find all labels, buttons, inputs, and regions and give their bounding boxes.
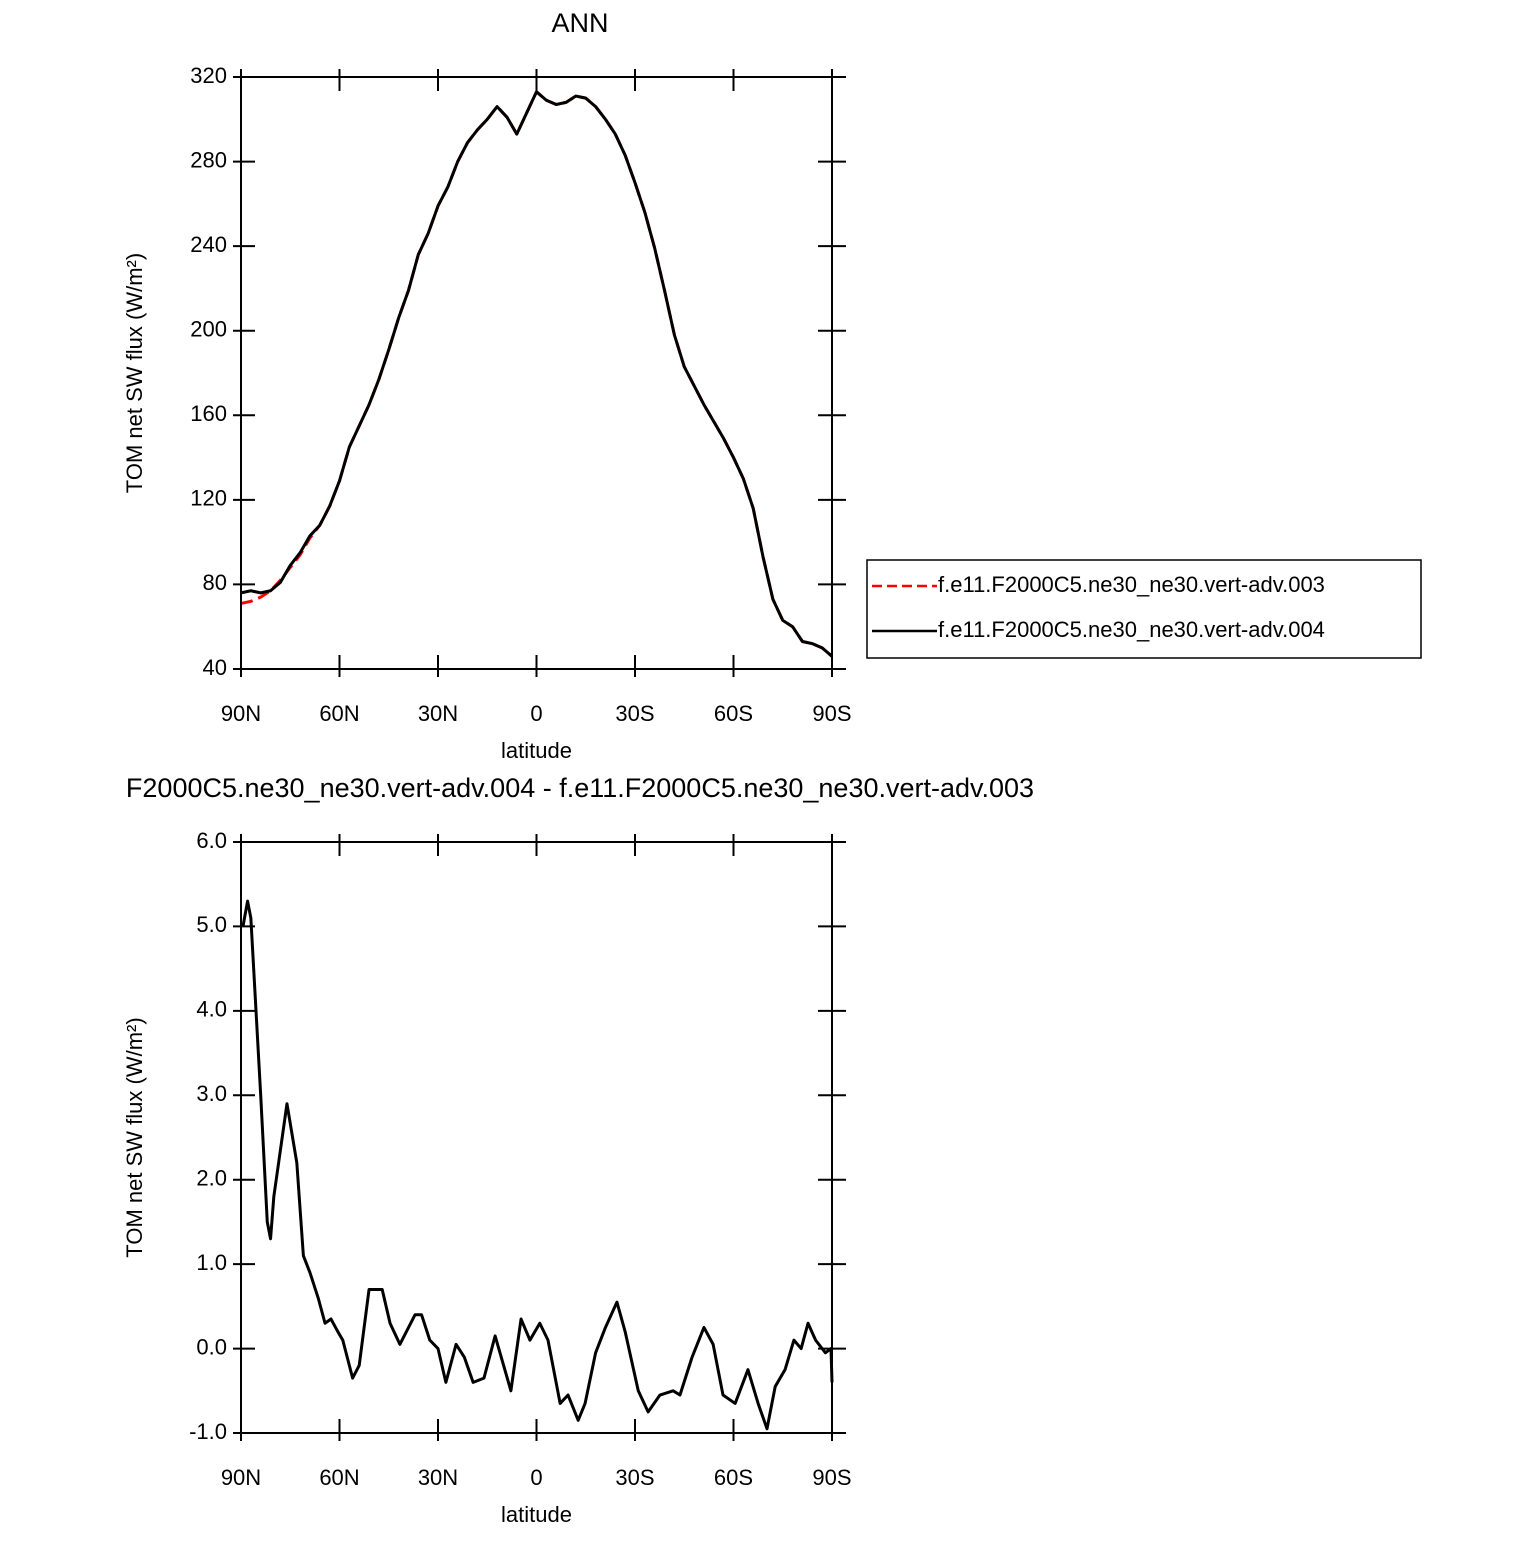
x-tick-label: 90S xyxy=(812,1465,851,1490)
y-tick-label: 3.0 xyxy=(196,1081,227,1106)
x-tick-label: 60N xyxy=(319,1465,359,1490)
y-tick-label: 200 xyxy=(190,317,227,342)
y-tick-label: 0.0 xyxy=(196,1334,227,1359)
x-tick-label: 90N xyxy=(221,1465,261,1490)
x-tick-label: 30N xyxy=(418,1465,458,1490)
data-line xyxy=(240,90,833,658)
x-tick-label: 60S xyxy=(714,701,753,726)
y-tick-label: 40 xyxy=(203,655,227,680)
y-tick-label: 1.0 xyxy=(196,1250,227,1275)
y-tick-label: -1.0 xyxy=(189,1419,227,1444)
legend-label: f.e11.F2000C5.ne30_ne30.vert-adv.004 xyxy=(938,617,1325,642)
x-tick-label: 0 xyxy=(530,701,542,726)
y-tick-label: 5.0 xyxy=(196,912,227,937)
y-tick-label: 80 xyxy=(203,570,227,595)
x-tick-label: 30S xyxy=(615,1465,654,1490)
x-tick-label: 60N xyxy=(319,701,359,726)
y-axis-label: TOM net SW flux (W/m²) xyxy=(122,1017,147,1257)
y-tick-label: 320 xyxy=(190,63,227,88)
y-tick-label: 6.0 xyxy=(196,828,227,853)
x-tick-label: 30N xyxy=(418,701,458,726)
chart-title: ANN xyxy=(551,8,608,38)
x-axis-label: latitude xyxy=(501,738,572,763)
y-tick-label: 2.0 xyxy=(196,1166,227,1191)
chart-title: F2000C5.ne30_ne30.vert-adv.004 - f.e11.F… xyxy=(126,773,1034,803)
x-tick-label: 60S xyxy=(714,1465,753,1490)
legend-label: f.e11.F2000C5.ne30_ne30.vert-adv.003 xyxy=(938,572,1325,597)
y-tick-label: 280 xyxy=(190,147,227,172)
y-axis-label: TOM net SW flux (W/m²) xyxy=(122,253,147,493)
x-axis-label: latitude xyxy=(501,1502,572,1527)
plot-frame xyxy=(240,841,833,1434)
y-tick-label: 240 xyxy=(190,232,227,257)
y-tick-label: 160 xyxy=(190,401,227,426)
y-tick-label: 4.0 xyxy=(196,997,227,1022)
plot-frame xyxy=(240,76,833,670)
x-tick-label: 90N xyxy=(221,701,261,726)
x-tick-label: 90S xyxy=(812,701,851,726)
x-tick-label: 0 xyxy=(530,1465,542,1490)
legend-box xyxy=(866,559,1422,659)
data-line xyxy=(240,90,833,658)
x-tick-label: 30S xyxy=(615,701,654,726)
data-line xyxy=(241,899,834,1431)
y-tick-label: 120 xyxy=(190,486,227,511)
